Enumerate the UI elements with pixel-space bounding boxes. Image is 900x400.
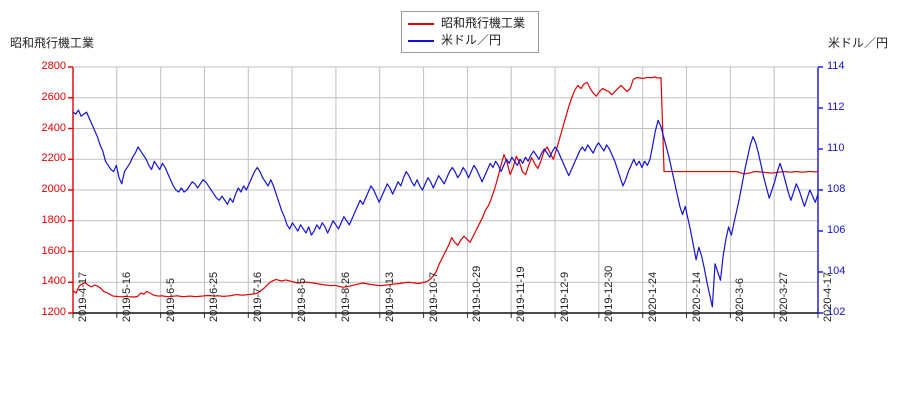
- right-axis-tick-label: 114: [827, 60, 845, 72]
- chart-legend: 昭和飛行機工業 米ドル／円: [401, 11, 539, 53]
- x-axis-tick-label: 2019-6-25: [208, 271, 221, 322]
- legend-color-swatch-fx: [408, 39, 434, 42]
- left-axis-tick-label: 1600: [41, 244, 66, 257]
- x-axis-tick-label: 2019-12-9: [559, 271, 572, 322]
- x-axis-tick-label: 2019-8-26: [339, 271, 352, 322]
- left-axis-tick-label: 2600: [41, 90, 66, 103]
- x-axis-tick-label: 2020-3-6: [734, 277, 747, 322]
- x-axis-tick-label: 2019-12-30: [602, 265, 615, 322]
- legend-item-stock: 昭和飛行機工業: [408, 15, 532, 32]
- series-line-stock: [72, 76, 819, 298]
- x-axis-tick-label: 2019-4-17: [77, 271, 89, 322]
- x-axis-tick-label: 2019-10-29: [471, 265, 484, 322]
- legend-label-fx: 米ドル／円: [441, 33, 502, 47]
- left-axis-tick-label: 1400: [41, 275, 66, 288]
- legend-item-fx: 米ドル／円: [408, 32, 532, 49]
- x-axis-tick-label: 2020-3-27: [778, 271, 791, 322]
- legend-label-stock: 昭和飛行機工業: [441, 16, 526, 30]
- x-axis-tick-label: 2019-9-13: [383, 271, 396, 322]
- series-line-fx: [72, 109, 819, 308]
- right-axis-tick-label: 110: [827, 142, 845, 154]
- right-axis-tick-label: 108: [827, 183, 846, 195]
- right-axis-tick-label: 104: [827, 265, 846, 277]
- x-axis-tick-label: 2019-10-7: [427, 271, 440, 322]
- x-axis-tick-label: 2019-11-19: [515, 266, 528, 322]
- right-axis-tick-label: 112: [827, 101, 845, 113]
- x-axis-tick-label: 2020-1-24: [646, 271, 659, 322]
- left-axis-title: 昭和飛行機工業: [10, 36, 95, 50]
- x-axis-tick-label: 2019-7-16: [252, 271, 265, 322]
- right-axis-tick-label: 102: [827, 306, 846, 318]
- x-axis-tick-label: 2019-8-5: [296, 277, 309, 322]
- left-axis-tick-label: 1200: [41, 306, 66, 318]
- left-axis-tick-label: 2800: [41, 60, 66, 72]
- right-axis-tick-label: 106: [827, 224, 846, 236]
- x-axis-tick-label: 2019-6-5: [164, 277, 177, 322]
- left-axis-tick-label: 2400: [41, 121, 66, 134]
- left-axis-tick-label: 2000: [41, 183, 66, 195]
- x-axis-tick-label: 2019-5-16: [120, 271, 133, 322]
- right-axis-title: 米ドル／円: [827, 36, 888, 50]
- legend-color-swatch-stock: [408, 22, 434, 25]
- x-axis-tick-label: 2020-2-14: [690, 271, 703, 322]
- left-axis-tick-label: 1800: [41, 213, 66, 226]
- left-axis-tick-label: 2200: [41, 152, 66, 165]
